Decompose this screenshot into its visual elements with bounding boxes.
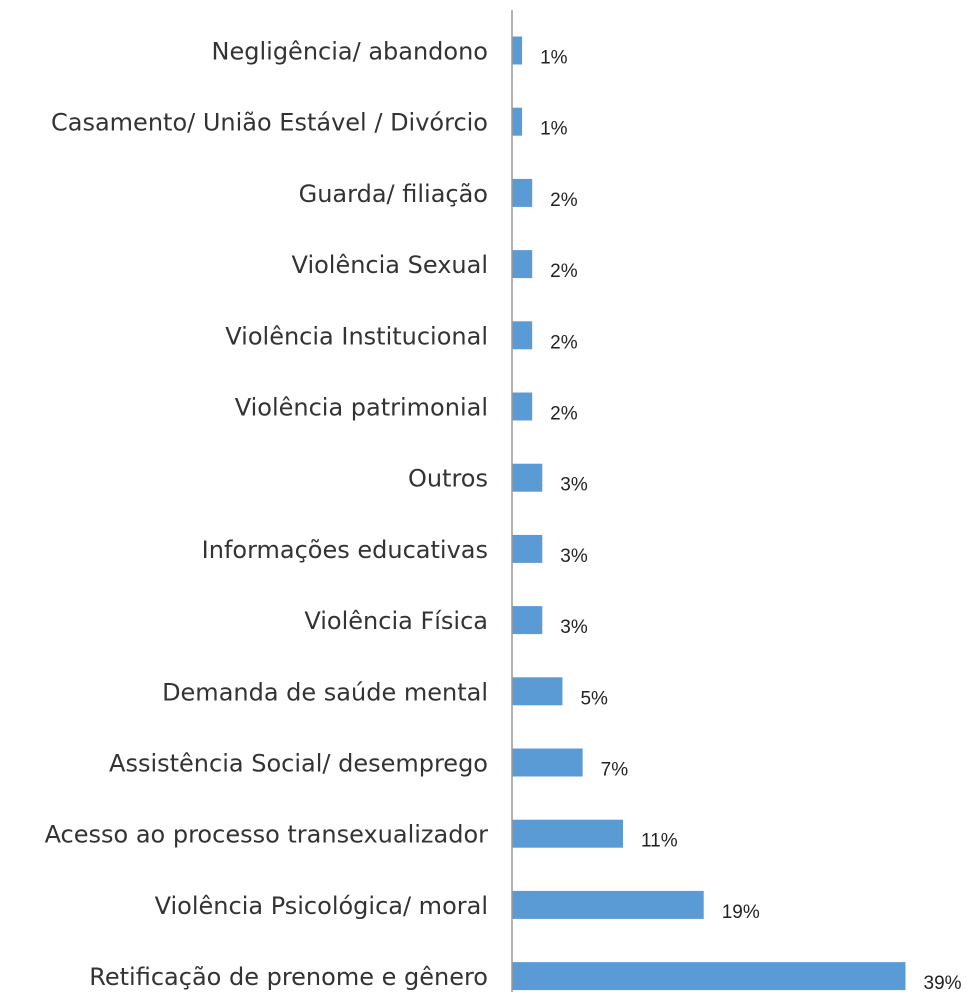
category-label: Retificação de prenome e gênero xyxy=(89,963,488,991)
bar xyxy=(512,677,563,706)
bars-group xyxy=(512,36,906,991)
category-label: Violência Sexual xyxy=(292,251,488,279)
value-label: 3% xyxy=(560,617,588,638)
bar xyxy=(512,819,623,848)
bar xyxy=(512,107,523,136)
value-label: 7% xyxy=(601,760,629,781)
bar xyxy=(512,962,906,991)
category-label: Guarda/ filiação xyxy=(299,180,488,208)
category-label: Violência patrimonial xyxy=(235,394,488,422)
bar xyxy=(512,463,543,492)
category-label: Demanda de saúde mental xyxy=(162,678,488,706)
bar xyxy=(512,534,543,563)
value-labels: 1% 1% 2% 2% 2% 2% 3% 3% 3% 5% 7% 11% 19% 39% xyxy=(540,48,962,995)
bar xyxy=(512,321,533,350)
category-label: Acesso ao processo transexualizador xyxy=(45,821,489,849)
category-label: Outros xyxy=(408,465,488,493)
bar xyxy=(512,748,583,777)
category-labels: Negligência/ abandono Casamento/ União Es… xyxy=(45,38,489,992)
value-label: 5% xyxy=(580,688,608,709)
category-label: Negligência/ abandono xyxy=(212,38,488,66)
value-label: 2% xyxy=(550,261,578,282)
category-label: Violência Institucional xyxy=(225,322,488,350)
value-label: 11% xyxy=(641,831,678,852)
bar xyxy=(512,36,523,65)
category-label: Casamento/ União Estável / Divórcio xyxy=(51,109,488,137)
category-label: Violência Psicológica/ moral xyxy=(155,892,488,920)
value-label: 2% xyxy=(550,190,578,211)
category-label: Informações educativas xyxy=(202,536,488,564)
category-label: Assistência Social/ desemprego xyxy=(109,750,488,778)
value-label: 39% xyxy=(924,973,962,994)
value-label: 3% xyxy=(560,546,588,567)
value-label: 1% xyxy=(540,48,568,69)
bar xyxy=(512,250,533,279)
bar xyxy=(512,392,533,421)
bar xyxy=(512,178,533,207)
value-label: 3% xyxy=(560,475,588,496)
value-label: 2% xyxy=(550,332,578,353)
value-label: 19% xyxy=(722,902,760,923)
category-label: Violência Física xyxy=(304,607,488,635)
bar xyxy=(512,890,704,919)
bar xyxy=(512,606,543,635)
value-label: 1% xyxy=(540,119,568,140)
value-label: 2% xyxy=(550,404,578,425)
